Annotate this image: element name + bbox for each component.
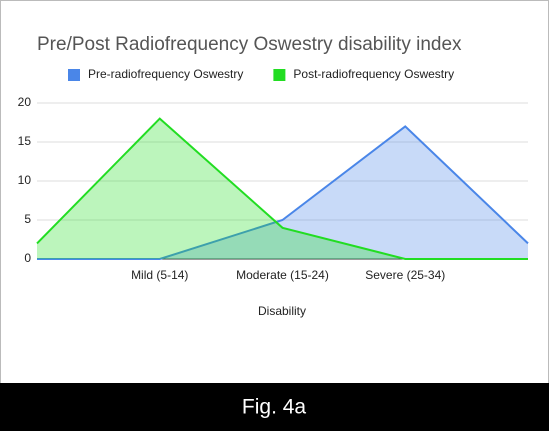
x-tick-label: Mild (5-14) — [131, 268, 188, 282]
chart-title: Pre/Post Radiofrequency Oswestry disabil… — [37, 34, 462, 55]
caption: Fig. 4a — [242, 396, 307, 419]
y-tick-label: 0 — [24, 251, 31, 265]
x-tick-label: Severe (25-34) — [365, 268, 445, 282]
line — [36, 117, 528, 260]
x-axis-label: Disability — [258, 304, 306, 318]
legend-label: Post-radiofrequency Oswestry — [293, 67, 454, 81]
area — [37, 126, 528, 260]
legend-label: Pre-radiofrequency Oswestry — [88, 67, 243, 81]
y-tick-label: 10 — [18, 173, 32, 187]
caption-bar — [0, 383, 549, 431]
line — [37, 125, 529, 260]
x-tick-label: Moderate (15-24) — [236, 268, 329, 282]
area — [37, 118, 528, 259]
y-tick-label: 5 — [24, 212, 31, 226]
legend-swatch — [273, 69, 286, 81]
legend-swatch — [68, 69, 80, 81]
y-tick-label: 20 — [18, 95, 32, 109]
y-tick-label: 15 — [18, 134, 32, 148]
